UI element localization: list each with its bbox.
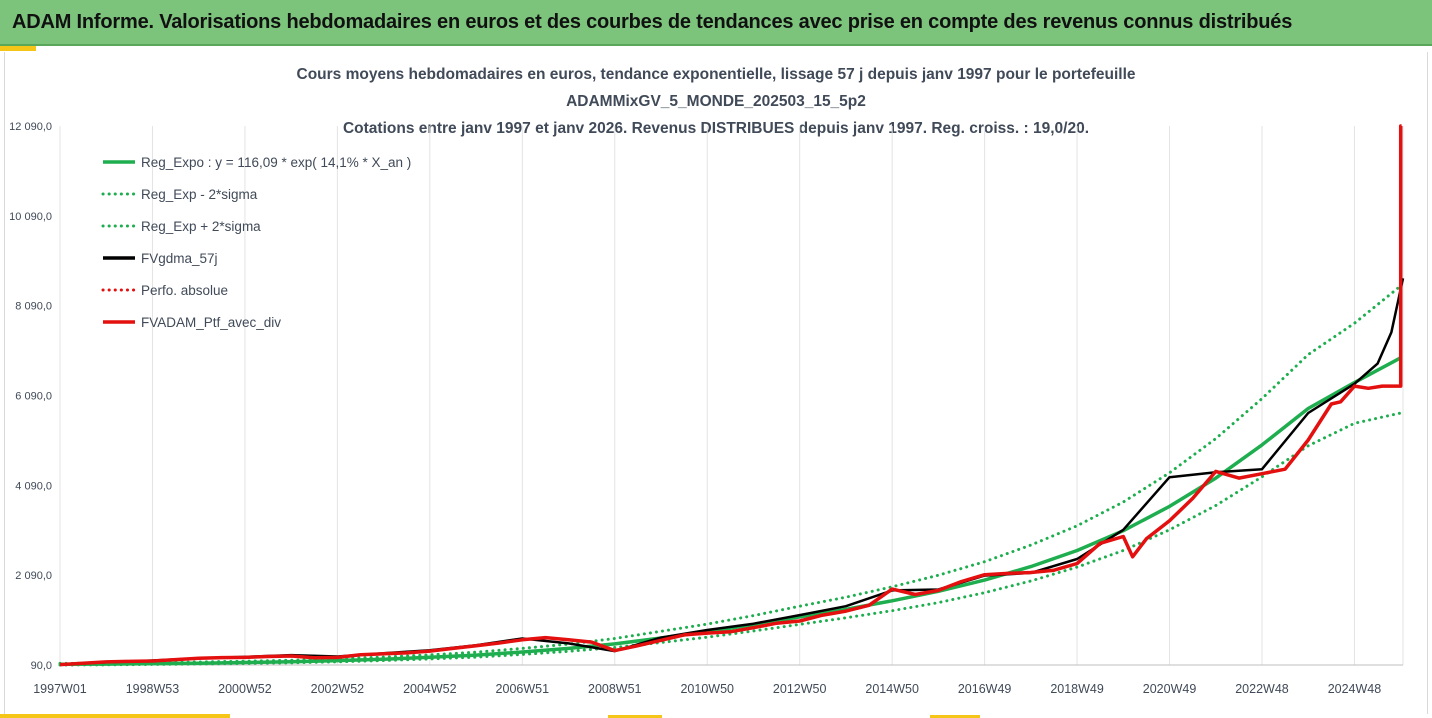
accent-bar <box>0 46 36 51</box>
accent-bar <box>930 715 980 718</box>
y-tick-label: 12 090,0 <box>9 121 52 133</box>
x-tick-label: 2012W50 <box>773 682 827 696</box>
legend-label: Perfo. absolue <box>141 283 228 298</box>
x-tick-label: 2024W48 <box>1328 682 1382 696</box>
chart-title-line-2: ADAMMixGV_5_MONDE_202503_15_5p2 <box>566 93 866 110</box>
y-tick-label: 10 090,0 <box>9 211 52 223</box>
chart-area <box>4 52 1428 714</box>
legend-label: Reg_Exp + 2*sigma <box>141 219 261 234</box>
legend: Reg_Expo : y = 116,09 * exp( 14,1% * X_a… <box>101 155 411 330</box>
axes: 1997W01 1998W53 2000W52 2002W52 2004W52 2006W… <box>9 121 1403 696</box>
x-tick-label: 2002W52 <box>311 682 365 696</box>
legend-label: FVgdma_57j <box>141 251 218 266</box>
x-tick-label: 2016W49 <box>958 682 1012 696</box>
x-tick-label: 2020W49 <box>1143 682 1197 696</box>
x-tick-label: 2000W52 <box>218 682 272 696</box>
series-line-5 <box>59 124 1403 667</box>
y-tick-label: 4 090,0 <box>15 480 52 492</box>
accent-bar <box>608 715 662 718</box>
series-line-1 <box>58 411 1403 667</box>
y-tick-label: 2 090,0 <box>15 570 52 582</box>
x-tick-label: 2010W50 <box>680 682 734 696</box>
legend-label: Reg_Expo : y = 116,09 * exp( 14,1% * X_a… <box>141 155 411 170</box>
y-tick-label: 6 090,0 <box>15 391 52 403</box>
x-tick-label: 2006W51 <box>496 682 550 696</box>
x-tick-label: 2004W52 <box>403 682 457 696</box>
x-tick-label: 2008W51 <box>588 682 642 696</box>
report-title: ADAM Informe. Valorisations hebdomadaire… <box>12 10 1293 33</box>
report-banner: ADAM Informe. Valorisations hebdomadaire… <box>0 0 1432 46</box>
chart-title-line-1: Cours moyens hebdomadaires en euros, ten… <box>296 66 1136 83</box>
series-lines <box>58 124 1405 667</box>
y-tick-label: 90,0 <box>31 660 52 672</box>
accent-bar <box>0 714 230 718</box>
legend-label: Reg_Exp - 2*sigma <box>141 187 258 202</box>
series-line-3 <box>59 278 1405 666</box>
x-tick-label: 1998W53 <box>126 682 180 696</box>
y-tick-label: 8 090,0 <box>15 301 52 313</box>
legend-label: FVADAM_Ptf_avec_div <box>141 315 281 330</box>
x-tick-label: 2014W50 <box>865 682 919 696</box>
x-tick-label: 1997W01 <box>33 682 87 696</box>
x-tick-label: 2018W49 <box>1050 682 1104 696</box>
x-tick-label: 2022W48 <box>1235 682 1289 696</box>
gridlines <box>59 126 1404 665</box>
chart-title-line-3: Cotations entre janv 1997 et janv 2026. … <box>342 120 1090 137</box>
series-line-0 <box>59 356 1402 667</box>
